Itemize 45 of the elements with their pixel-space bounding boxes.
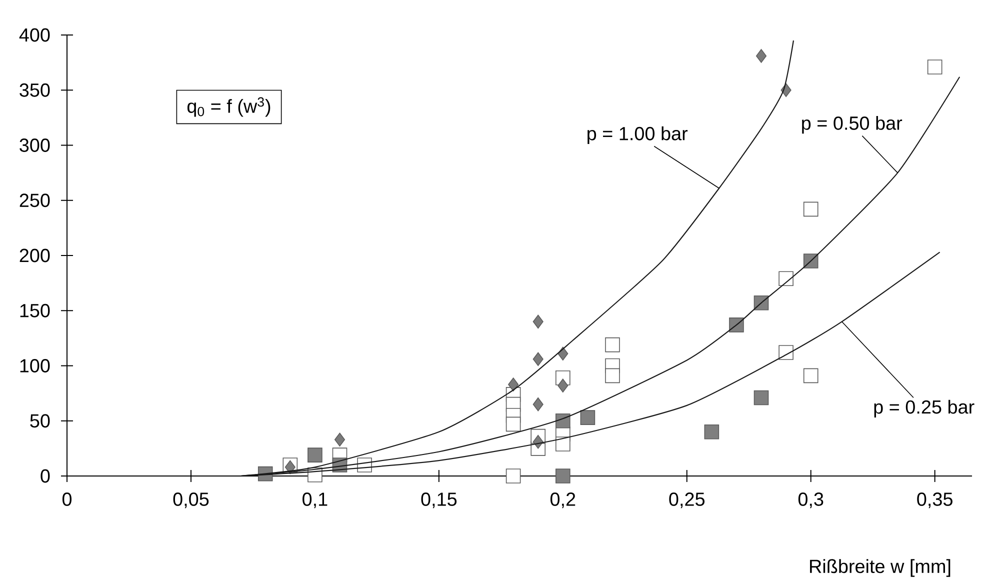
x-tick-label: 0,25: [669, 492, 704, 508]
point: [532, 397, 544, 412]
x-tick-label: 0: [62, 492, 72, 506]
point: [506, 416, 521, 432]
x-tick-label: 0,15: [421, 492, 457, 508]
point: [308, 448, 322, 462]
x-tick-label: 0,05: [173, 492, 209, 508]
x-tick-label: 0,35: [917, 492, 952, 508]
y-tick-label: 100: [20, 359, 50, 372]
x-axis-title: Rißbreite w [mm]: [810, 559, 950, 577]
annotation: p = 0.50 bar: [802, 116, 902, 134]
y-tick-label: 200: [20, 248, 50, 262]
annotation: p = 1.00 bar: [588, 126, 688, 144]
point: [556, 468, 570, 484]
point: [558, 378, 568, 392]
annotation: p = 0.25 bar: [874, 400, 974, 418]
point: [756, 49, 767, 63]
point: [605, 337, 620, 352]
point: [532, 352, 544, 366]
y-tick-label: 0: [40, 469, 50, 483]
point: [556, 436, 570, 452]
point: [580, 410, 596, 425]
point: [508, 378, 519, 392]
y-tick-label: 300: [20, 138, 50, 152]
point: [532, 314, 544, 329]
point: [605, 368, 620, 384]
point: [803, 368, 818, 384]
point: [334, 432, 346, 447]
point: [704, 424, 720, 440]
y-tick-label: 400: [19, 28, 50, 42]
point: [754, 390, 769, 406]
point: [803, 202, 818, 217]
y-tick-label: 350: [20, 83, 50, 97]
x-tick-label: 0,1: [302, 492, 328, 508]
x-tick-label: 0,3: [798, 492, 824, 508]
y-tick-label: 150: [20, 304, 50, 318]
y-tick-label: 250: [20, 194, 50, 208]
point: [778, 345, 794, 360]
x-tick-label: 0,2: [550, 492, 576, 508]
point: [778, 271, 794, 286]
point: [506, 468, 521, 484]
point: [556, 413, 570, 428]
point: [927, 60, 942, 74]
y-tick-label: 50: [30, 414, 50, 428]
annotation: q$_{0}$ = f (w$^{3}$): [187, 97, 270, 117]
